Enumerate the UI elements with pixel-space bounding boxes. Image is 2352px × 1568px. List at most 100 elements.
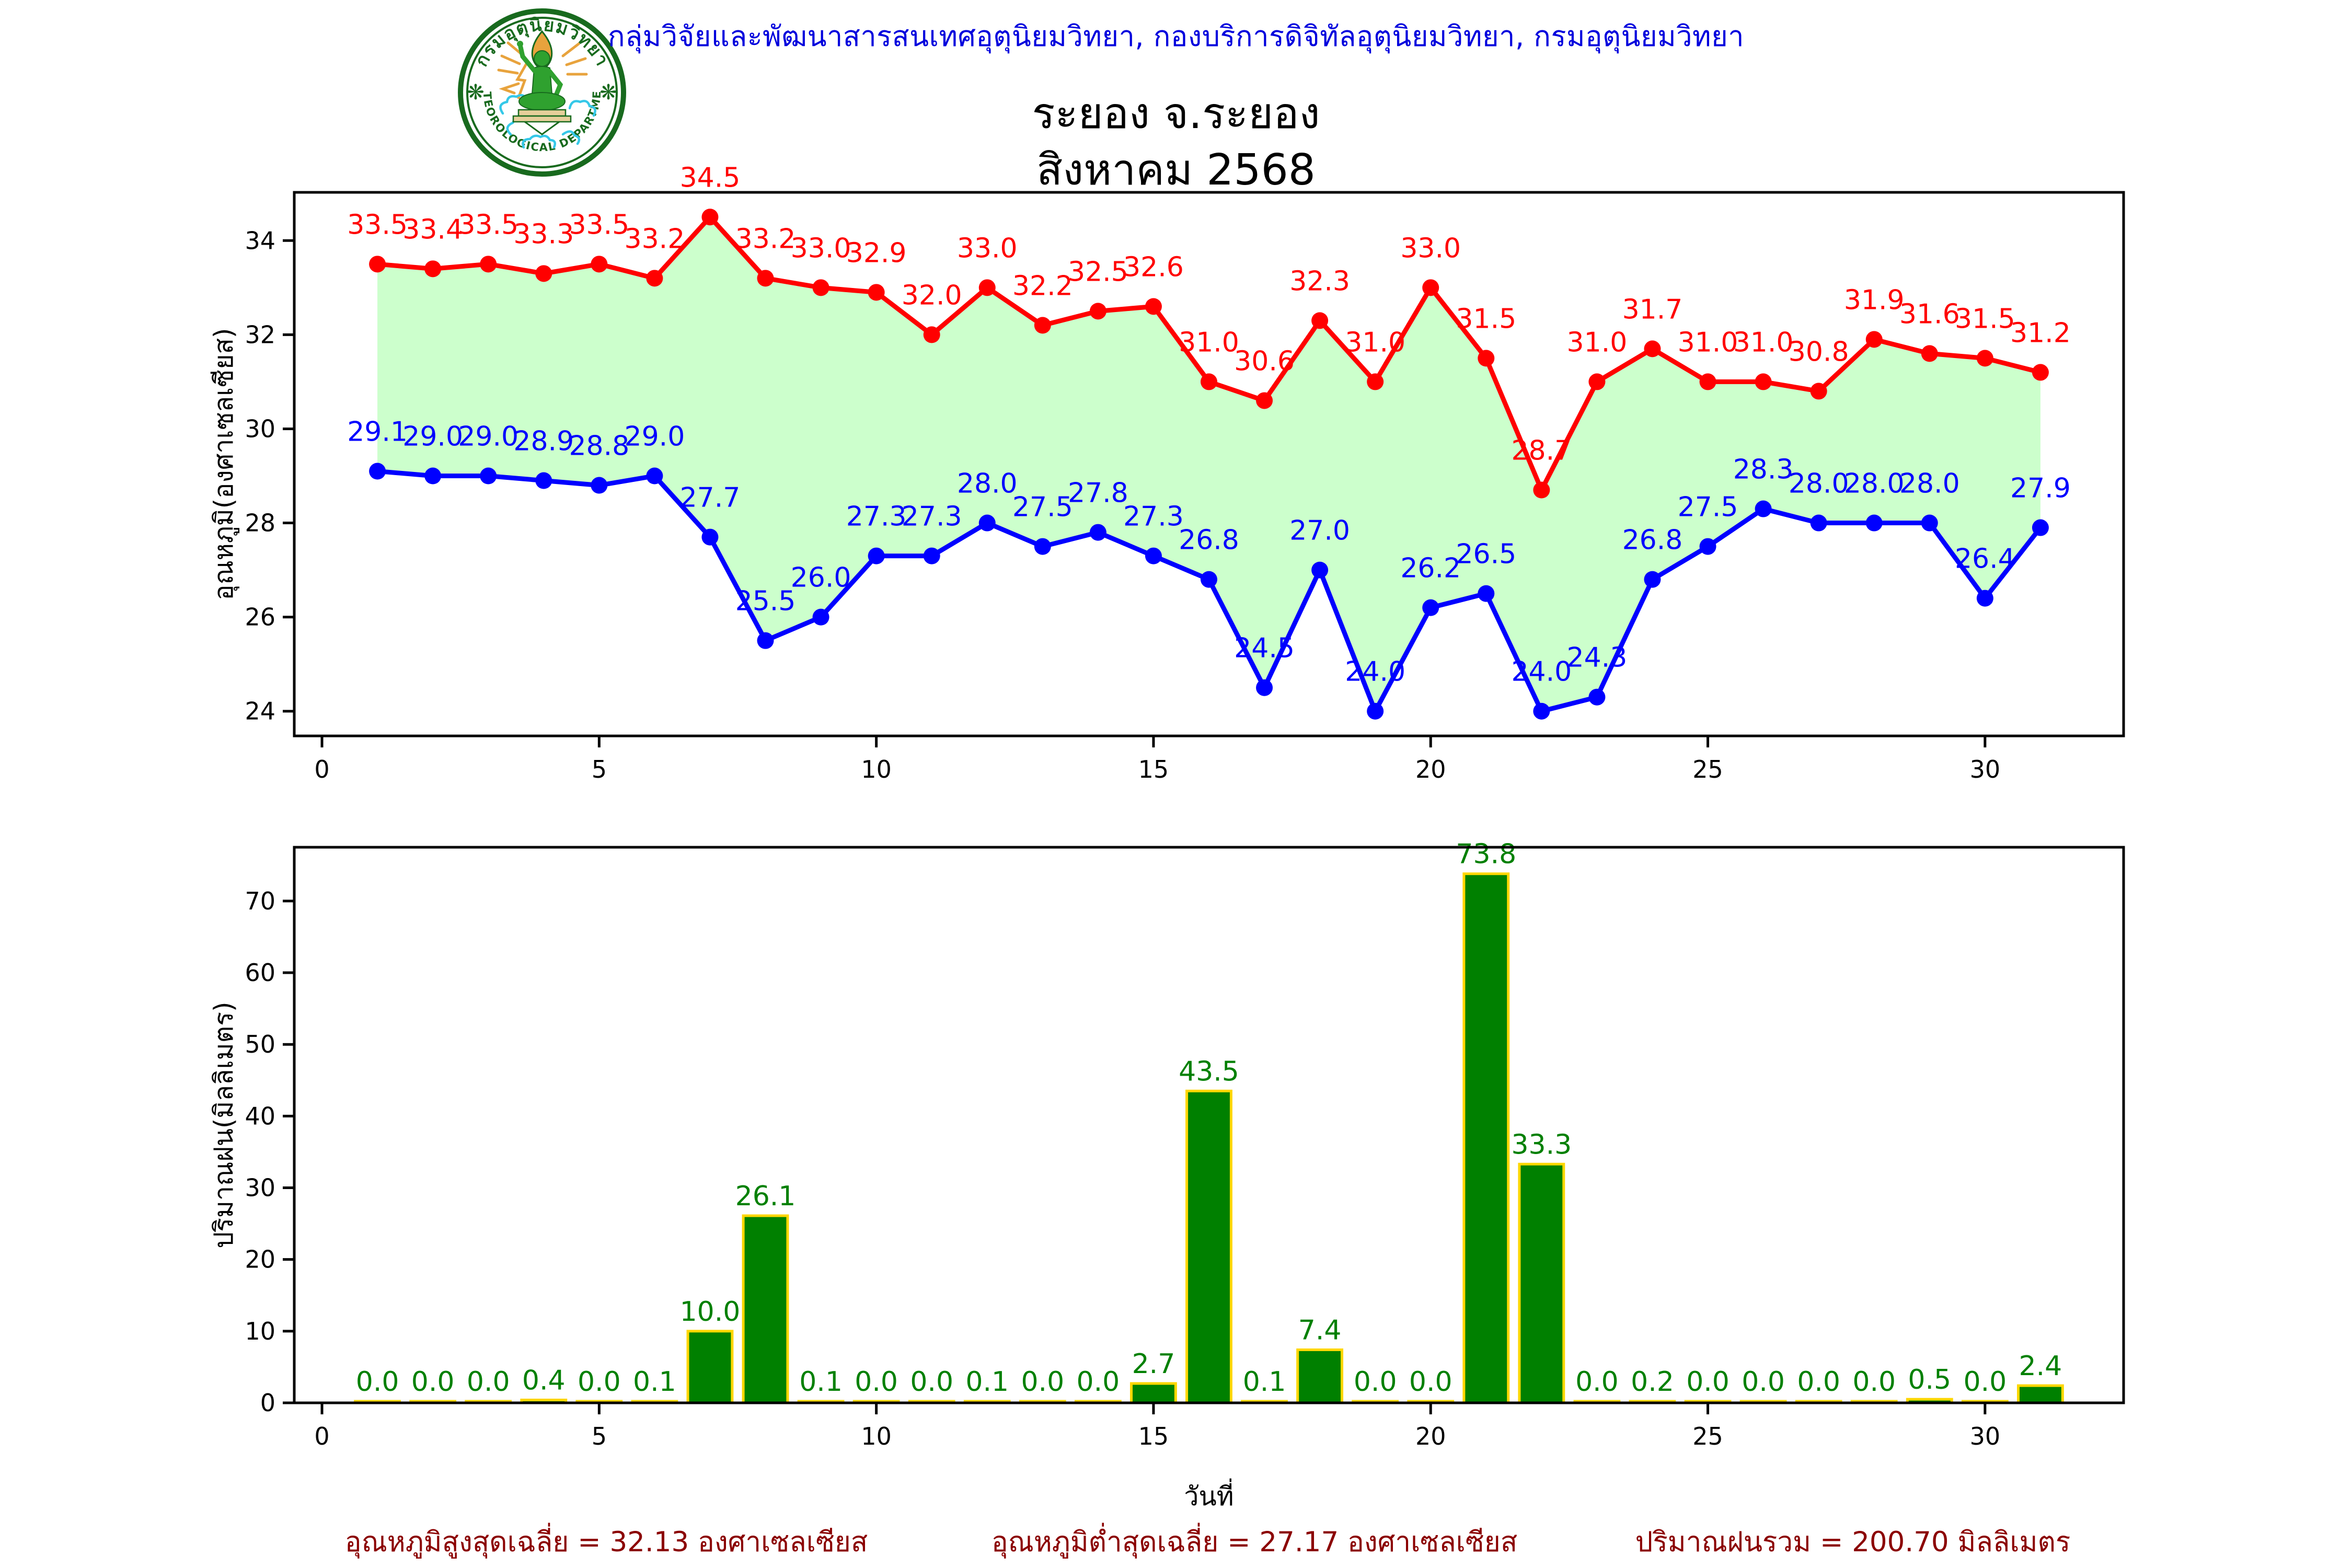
- svg-text:28.7: 28.7: [1511, 435, 1572, 467]
- svg-text:0.0: 0.0: [1077, 1366, 1120, 1398]
- svg-text:29.1: 29.1: [347, 417, 408, 448]
- svg-text:26.5: 26.5: [1456, 539, 1516, 570]
- svg-text:31.2: 31.2: [2010, 317, 2071, 349]
- svg-text:30: 30: [245, 414, 275, 443]
- svg-text:24.0: 24.0: [1345, 656, 1405, 688]
- svg-text:24.0: 24.0: [1511, 656, 1572, 688]
- svg-text:28.0: 28.0: [1899, 468, 1960, 500]
- svg-text:26.0: 26.0: [791, 562, 851, 594]
- svg-text:❋: ❋: [599, 80, 617, 105]
- rain-bar: [1462, 872, 1510, 1404]
- svg-text:60: 60: [245, 959, 275, 987]
- svg-text:31.6: 31.6: [1899, 298, 1960, 330]
- rainfall-bars: 0.0 0.0 0.0 0.4 0.0 0.1 10.0 26.1 0.1 0.0 0.0 0.1 0.…: [354, 839, 2064, 1404]
- summary-footer: อุณหภูมิสูงสุดเฉลี่ย = 32.13 องศาเซลเซีย…: [0, 1520, 2352, 1562]
- svg-text:29.0: 29.0: [402, 421, 463, 453]
- svg-text:29.0: 29.0: [625, 421, 685, 453]
- svg-text:30.8: 30.8: [1789, 336, 1849, 367]
- svg-text:25.5: 25.5: [735, 586, 796, 617]
- svg-text:31.0: 31.0: [1567, 327, 1628, 358]
- svg-text:0: 0: [314, 755, 329, 783]
- svg-text:0.0: 0.0: [1354, 1366, 1397, 1398]
- station-title: ระยอง จ.ระยอง: [1032, 89, 1320, 139]
- svg-text:10: 10: [245, 1317, 275, 1345]
- rain-bar: [742, 1214, 789, 1404]
- svg-text:29.0: 29.0: [458, 421, 518, 453]
- svg-text:33.2: 33.2: [735, 223, 796, 255]
- svg-text:24.5: 24.5: [1234, 633, 1295, 664]
- svg-text:32: 32: [245, 320, 275, 349]
- svg-text:31.7: 31.7: [1622, 294, 1683, 325]
- svg-text:2.4: 2.4: [2019, 1351, 2062, 1382]
- svg-text:30: 30: [1970, 1422, 2001, 1450]
- svg-text:34.5: 34.5: [680, 162, 741, 193]
- svg-text:0.0: 0.0: [1686, 1366, 1730, 1398]
- svg-text:20: 20: [1415, 755, 1446, 783]
- seal-snowflake-left-icon: ❋: [467, 80, 485, 105]
- svg-text:31.5: 31.5: [1456, 303, 1516, 335]
- svg-text:0.5: 0.5: [1908, 1364, 1951, 1396]
- svg-text:40: 40: [245, 1102, 275, 1130]
- min-temperature-series: 29.129.029.028.928.829.027.725.526.027.3…: [347, 417, 2071, 720]
- svg-text:33.5: 33.5: [347, 209, 408, 240]
- svg-text:❋: ❋: [467, 80, 485, 105]
- svg-text:32.5: 32.5: [1068, 256, 1128, 287]
- rain-bar: [686, 1330, 734, 1404]
- svg-text:27.9: 27.9: [2010, 473, 2071, 504]
- svg-text:27.0: 27.0: [1289, 515, 1350, 547]
- svg-text:50: 50: [245, 1030, 275, 1058]
- svg-text:0.1: 0.1: [633, 1366, 676, 1398]
- x-axis-label: วันที่: [1184, 1479, 1233, 1512]
- svg-text:28: 28: [245, 509, 275, 537]
- axes: 0 5 10 15 20 25 30 0 10 20 30 40 50 60 70: [245, 846, 2125, 1450]
- svg-text:33.0: 33.0: [957, 233, 1018, 264]
- svg-text:70: 70: [245, 887, 275, 915]
- svg-text:25: 25: [1692, 1422, 1723, 1450]
- min-temp-average: อุณหภูมิต่ำสุดเฉลี่ย = 27.17 องศาเซลเซีย…: [991, 1526, 1518, 1558]
- svg-text:10: 10: [861, 755, 892, 783]
- svg-text:28.3: 28.3: [1733, 454, 1794, 486]
- temperature-band: [377, 217, 2040, 711]
- svg-text:32.9: 32.9: [846, 237, 907, 269]
- temperature-chart: 0 5 10 15 20 25 30 24 26 28 30 32 34 อุณหภูมิ(องศาเซล…: [209, 162, 2125, 783]
- svg-text:0.0: 0.0: [356, 1366, 399, 1398]
- rain-bar: [1296, 1348, 1344, 1404]
- svg-text:27.8: 27.8: [1068, 478, 1128, 509]
- svg-text:33.5: 33.5: [569, 209, 629, 240]
- svg-text:28.0: 28.0: [1844, 468, 1905, 500]
- svg-text:28.9: 28.9: [513, 426, 574, 457]
- svg-text:32.2: 32.2: [1012, 270, 1073, 302]
- svg-text:0.0: 0.0: [1963, 1366, 2007, 1398]
- svg-text:27.3: 27.3: [902, 501, 962, 533]
- svg-text:25: 25: [1692, 755, 1723, 783]
- svg-text:5: 5: [592, 755, 607, 783]
- svg-text:0.0: 0.0: [1021, 1366, 1064, 1398]
- rain-bar: [2016, 1384, 2064, 1404]
- svg-text:0.0: 0.0: [1575, 1366, 1619, 1398]
- svg-text:0.1: 0.1: [965, 1366, 1009, 1398]
- svg-text:31.0: 31.0: [1678, 327, 1738, 358]
- svg-text:33.3: 33.3: [513, 218, 574, 250]
- svg-text:27.7: 27.7: [680, 482, 741, 514]
- svg-text:24: 24: [245, 697, 275, 725]
- svg-text:31.0: 31.0: [1345, 327, 1405, 358]
- svg-text:26.2: 26.2: [1400, 553, 1461, 584]
- svg-text:10: 10: [861, 1422, 892, 1450]
- svg-text:20: 20: [245, 1246, 275, 1274]
- agency-line: กลุ่มวิจัยและพัฒนาสารสนเทศอุตุนิยมวิทยา,…: [607, 20, 1745, 53]
- seal-snowflake-right-icon: ❋: [599, 80, 617, 105]
- svg-text:28.8: 28.8: [569, 431, 629, 462]
- svg-text:32.6: 32.6: [1123, 251, 1184, 283]
- svg-text:26: 26: [245, 603, 275, 631]
- svg-text:0.1: 0.1: [799, 1366, 843, 1398]
- svg-text:31.0: 31.0: [1179, 327, 1239, 358]
- svg-text:33.2: 33.2: [625, 223, 685, 255]
- svg-text:33.0: 33.0: [1400, 233, 1461, 264]
- svg-text:15: 15: [1138, 1422, 1169, 1450]
- svg-text:27.3: 27.3: [846, 501, 907, 533]
- max-temperature-series: 33.533.433.533.333.533.234.533.233.032.9…: [347, 162, 2071, 499]
- axes: 0 5 10 15 20 25 30 24 26 28 30 32 34: [245, 191, 2125, 783]
- svg-text:24.3: 24.3: [1567, 642, 1628, 674]
- svg-text:0.1: 0.1: [1243, 1366, 1286, 1398]
